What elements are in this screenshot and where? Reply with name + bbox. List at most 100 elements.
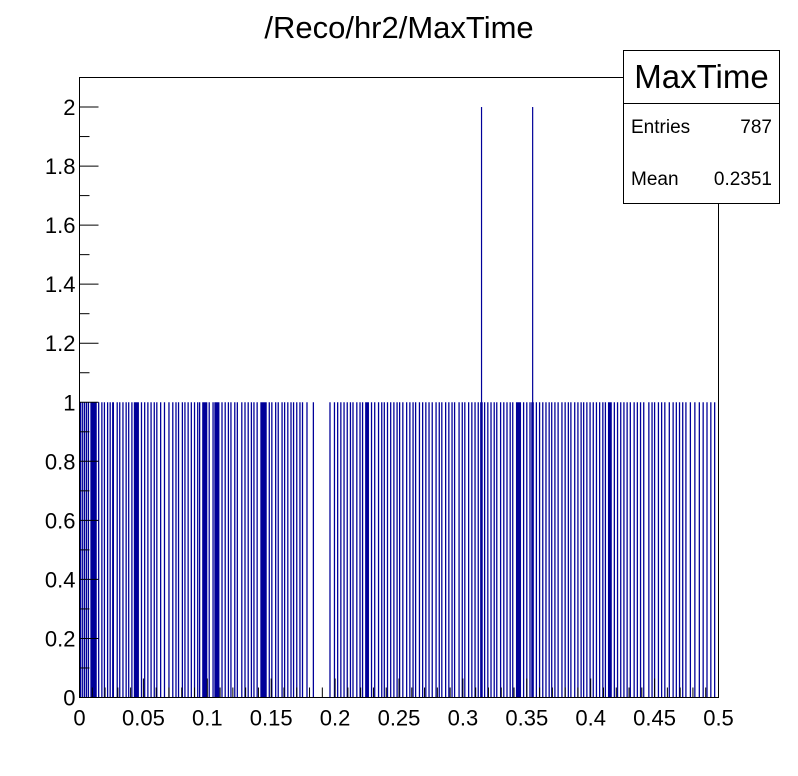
histogram-bar — [236, 402, 238, 698]
histogram-bar — [474, 402, 476, 698]
histogram-bar-peak — [532, 107, 534, 698]
histogram-bar — [607, 402, 612, 698]
histogram-bar — [422, 402, 424, 698]
histogram-bar-peak — [480, 107, 483, 698]
histogram-bar — [682, 402, 684, 698]
histogram-bar — [181, 402, 184, 698]
histogram-bar — [230, 402, 232, 698]
histogram-bar — [377, 402, 380, 698]
x-tick-label: 0.1 — [192, 706, 223, 731]
y-tick-label: 0.6 — [45, 508, 76, 533]
y-tick-label: 0 — [63, 686, 75, 711]
x-tick-label: 0.25 — [378, 706, 421, 731]
histogram-bar — [343, 402, 345, 698]
histogram-bar — [147, 402, 149, 698]
histogram-bar — [471, 402, 473, 698]
histogram-bar — [672, 402, 674, 698]
stats-value-entries: 787 — [740, 117, 772, 138]
histogram-bar — [567, 402, 569, 698]
histogram-bar — [694, 402, 696, 698]
histogram-bar — [359, 402, 361, 698]
histogram-bar — [292, 402, 295, 698]
histogram-bar — [425, 402, 427, 698]
x-tick-label: 0 — [73, 706, 85, 731]
histogram-bar — [349, 402, 352, 698]
histogram-bar — [651, 402, 653, 698]
x-tick-label: 0.2 — [320, 706, 351, 731]
histogram-bar — [689, 402, 692, 698]
histogram-bar — [150, 402, 152, 698]
histogram-bar — [557, 402, 559, 698]
y-tick-label: 1 — [63, 390, 75, 415]
histogram-bar — [616, 402, 619, 698]
y-tick-label: 0.8 — [45, 449, 76, 474]
histogram-bar — [168, 402, 170, 698]
histogram-bar — [574, 402, 576, 698]
histogram-bar — [399, 402, 401, 698]
histogram-bar — [122, 402, 124, 698]
histogram-bar — [660, 402, 663, 698]
histogram-bar — [678, 402, 681, 698]
histogram-bar — [706, 402, 708, 698]
histogram-bar — [496, 402, 498, 698]
histogram-bar — [561, 402, 563, 698]
histogram-bar — [244, 402, 246, 698]
histogram-bar — [131, 402, 133, 698]
histogram-bar — [406, 402, 408, 698]
histogram-bar — [177, 402, 180, 698]
histogram-bar — [153, 402, 155, 698]
histogram-bar — [604, 402, 607, 698]
histogram-bar — [393, 402, 395, 698]
histogram-bar — [577, 402, 579, 698]
histogram-bar — [190, 402, 192, 698]
x-axis: 0 0.05 0.1 0.15 0.2 0.25 0.3 0.35 0.4 0.45 0.5 — [73, 678, 734, 731]
histogram-bar — [374, 402, 376, 698]
histogram-bar — [365, 402, 369, 698]
histogram-bar — [275, 402, 277, 698]
histogram-bar — [629, 402, 631, 698]
histogram-bar — [402, 402, 404, 698]
y-tick-label: 1.4 — [45, 272, 76, 297]
histogram-bar — [197, 402, 199, 698]
histogram-bar — [570, 402, 572, 698]
histogram-bar — [435, 402, 437, 698]
x-tick-label: 0.4 — [575, 706, 606, 731]
histogram-bar — [256, 402, 258, 698]
histogram-bar — [306, 402, 308, 698]
histogram-bar — [109, 402, 111, 698]
histogram-bar — [361, 402, 364, 698]
histogram-bar — [564, 402, 566, 698]
histogram-bar — [620, 402, 622, 698]
histogram-bar — [633, 402, 635, 698]
histogram-bar — [458, 402, 460, 698]
histogram-bar — [548, 402, 550, 698]
x-tick-label: 0.5 — [703, 706, 734, 731]
histogram-bar — [698, 402, 700, 698]
histogram-bar — [586, 402, 588, 698]
histogram-bar — [260, 402, 267, 698]
stats-box-title: MaxTime — [624, 51, 779, 104]
histogram-bar — [668, 402, 670, 698]
histogram-bar — [250, 402, 253, 698]
histogram-bar — [221, 402, 223, 698]
histogram-bar — [648, 402, 650, 698]
histogram-bar — [208, 402, 210, 698]
histogram-bar — [128, 402, 130, 698]
histogram-bar — [589, 402, 591, 698]
y-tick-label: 1.2 — [45, 331, 76, 356]
histogram-bar — [381, 402, 383, 698]
histogram-bar — [287, 402, 289, 698]
stats-label-entries: Entries — [631, 117, 691, 138]
histogram-bar — [592, 402, 594, 698]
histogram-bar — [636, 402, 638, 698]
histogram-bar — [212, 402, 214, 698]
histogram-bar — [98, 402, 100, 698]
histogram-bar — [383, 402, 385, 698]
histogram-bar — [710, 402, 712, 698]
histogram-bar — [613, 402, 615, 698]
histogram-bar — [271, 402, 273, 698]
histogram-bar — [390, 402, 392, 698]
histogram-bar — [529, 402, 531, 698]
histogram-bar — [428, 402, 430, 698]
histogram-bar — [515, 402, 522, 698]
